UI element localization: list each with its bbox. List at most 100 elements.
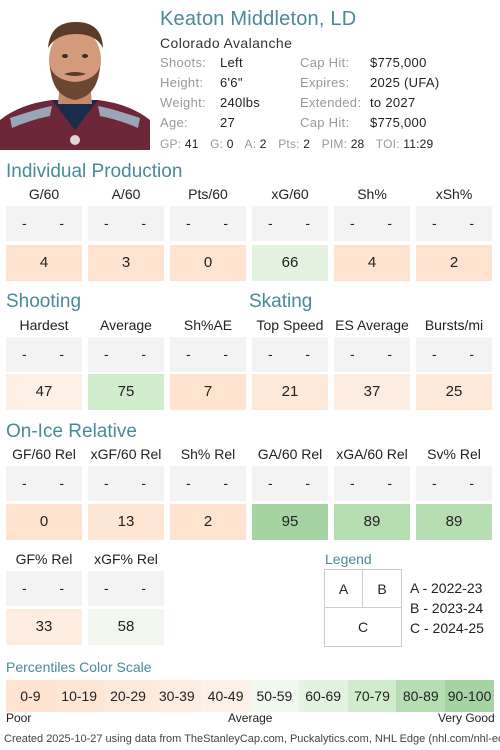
column-header-es-average: ES Average [335, 317, 409, 333]
column-header-sh-ae: Sh%AE [183, 317, 233, 333]
empty-season-value: - [22, 346, 27, 362]
stat-value: 2 [303, 137, 311, 151]
percentile-cell-bursts-mi: 25 [416, 374, 492, 410]
info-label: Height: [160, 75, 204, 90]
scale-segment: 40-49 [201, 680, 250, 712]
empty-season-value: - [268, 215, 273, 231]
empty-season-value: - [104, 215, 109, 231]
player-header: Keaton Middleton, LD Colorado Avalanche … [0, 0, 500, 152]
stat-label: Pts: [278, 137, 300, 151]
percentile-cell-es-average: 37 [334, 374, 410, 410]
percentile-cell-ga-60-rel: 95 [252, 504, 328, 540]
percentile-cell-a-60: 3 [88, 245, 164, 281]
empty-season-value: - [469, 346, 474, 362]
stat-label: TOI: [375, 137, 400, 151]
info-row: Shoots: Left Cap Hit: $775,000 [160, 55, 500, 73]
section-title-shooting: Shooting [6, 291, 82, 312]
player-headshot-icon [0, 8, 150, 150]
percentile-cell-sh-rel: 2 [170, 504, 246, 540]
percentile-cell-xga-60-rel: 89 [334, 504, 410, 540]
player-name: Keaton Middleton, LD [160, 8, 357, 30]
column-header-gf-60-rel: GF/60 Rel [12, 446, 76, 462]
column-header-sh: Sh% [357, 186, 387, 202]
history-cell-xgf-60-rel: -- [88, 466, 164, 501]
empty-season-value: - [469, 475, 474, 491]
column-header-ga-60-rel: GA/60 Rel [257, 446, 323, 462]
info-value: 6'6" [220, 75, 243, 90]
scale-label-poor: Poor [6, 711, 32, 725]
empty-season-value: - [141, 580, 146, 596]
info-row: Weight: 240lbs Extended: to 2027 [160, 95, 500, 113]
scale-label-good: Very Good [438, 711, 495, 725]
column-header-sv-rel: Sv% Rel [427, 446, 481, 462]
empty-season-value: - [22, 580, 27, 596]
percentile-cell-xg-60: 66 [252, 245, 328, 281]
scale-segment: 60-69 [298, 680, 348, 712]
stat-value: 11:29 [403, 137, 434, 151]
history-cell-xgf-rel: -- [88, 571, 164, 606]
stat-value: 41 [184, 137, 199, 151]
history-cell-xg-60: -- [252, 206, 328, 241]
empty-season-value: - [186, 346, 191, 362]
scale-segment: 20-29 [103, 680, 153, 712]
percentile-cell-xgf-60-rel: 13 [88, 504, 164, 540]
empty-season-value: - [432, 346, 437, 362]
column-header-average: Average [100, 317, 152, 333]
scale-title: Percentiles Color Scale [6, 659, 152, 675]
empty-season-value: - [305, 346, 310, 362]
section-title-onice: On-Ice Relative [6, 421, 137, 442]
stat-value: 2 [259, 137, 267, 151]
column-header-sh-rel: Sh% Rel [180, 446, 236, 462]
footer-credits: Created 2025-10-27 using data from TheSt… [4, 733, 500, 745]
percentile-cell-pts-60: 0 [170, 245, 246, 281]
empty-season-value: - [223, 346, 228, 362]
info-label: Cap Hit: [300, 115, 350, 130]
scale-segment: 30-39 [152, 680, 202, 712]
history-cell-bursts-mi: -- [416, 337, 492, 372]
history-cell-sh: -- [334, 206, 410, 241]
player-team: Colorado Avalanche [160, 35, 293, 51]
empty-season-value: - [104, 346, 109, 362]
percentile-cell-sv-rel: 89 [416, 504, 492, 540]
column-header-xgf-rel: xGF% Rel [94, 551, 158, 567]
info-value: $775,000 [370, 115, 427, 130]
empty-season-value: - [387, 215, 392, 231]
empty-season-value: - [104, 475, 109, 491]
empty-season-value: - [22, 215, 27, 231]
legend-box: A B C [324, 569, 402, 647]
percentile-cell-hardest: 47 [6, 374, 82, 410]
legend-cell-a: A [325, 570, 363, 608]
empty-season-value: - [350, 215, 355, 231]
empty-season-value: - [223, 475, 228, 491]
info-value: Left [220, 55, 243, 70]
column-header-gf-rel: GF% Rel [15, 551, 73, 567]
empty-season-value: - [22, 475, 27, 491]
column-header-pts-60: Pts/60 [188, 186, 228, 202]
history-cell-sv-rel: -- [416, 466, 492, 501]
empty-season-value: - [59, 580, 64, 596]
info-value: 240lbs [220, 95, 261, 110]
empty-season-value: - [59, 346, 64, 362]
stat-label: G: [210, 137, 224, 151]
legend-title: Legend [325, 551, 372, 567]
history-cell-xga-60-rel: -- [334, 466, 410, 501]
percentile-cell-gf-rel: 33 [6, 609, 82, 645]
column-header-xgf-60-rel: xGF/60 Rel [90, 446, 162, 462]
section-title-skating: Skating [249, 291, 313, 312]
info-value: to 2027 [370, 95, 416, 110]
column-header-a-60: A/60 [111, 186, 141, 202]
info-row: Age: 27 Cap Hit: $775,000 [160, 115, 500, 133]
legend-line: B - 2023-24 [410, 600, 484, 616]
column-header-hardest: Hardest [19, 317, 69, 333]
history-cell-a-60: -- [88, 206, 164, 241]
info-row: Height: 6'6" Expires: 2025 (UFA) [160, 75, 500, 93]
empty-season-value: - [387, 475, 392, 491]
empty-season-value: - [469, 215, 474, 231]
history-cell-gf-rel: -- [6, 571, 82, 606]
column-header-xg-60: xG/60 [271, 186, 309, 202]
legend-line: C - 2024-25 [410, 620, 484, 636]
empty-season-value: - [141, 215, 146, 231]
empty-season-value: - [432, 215, 437, 231]
percentile-scale: 0-9 10-19 20-29 30-39 40-49 50-59 60-69 70-79 80… [6, 680, 494, 712]
info-label: Expires: [300, 75, 350, 90]
